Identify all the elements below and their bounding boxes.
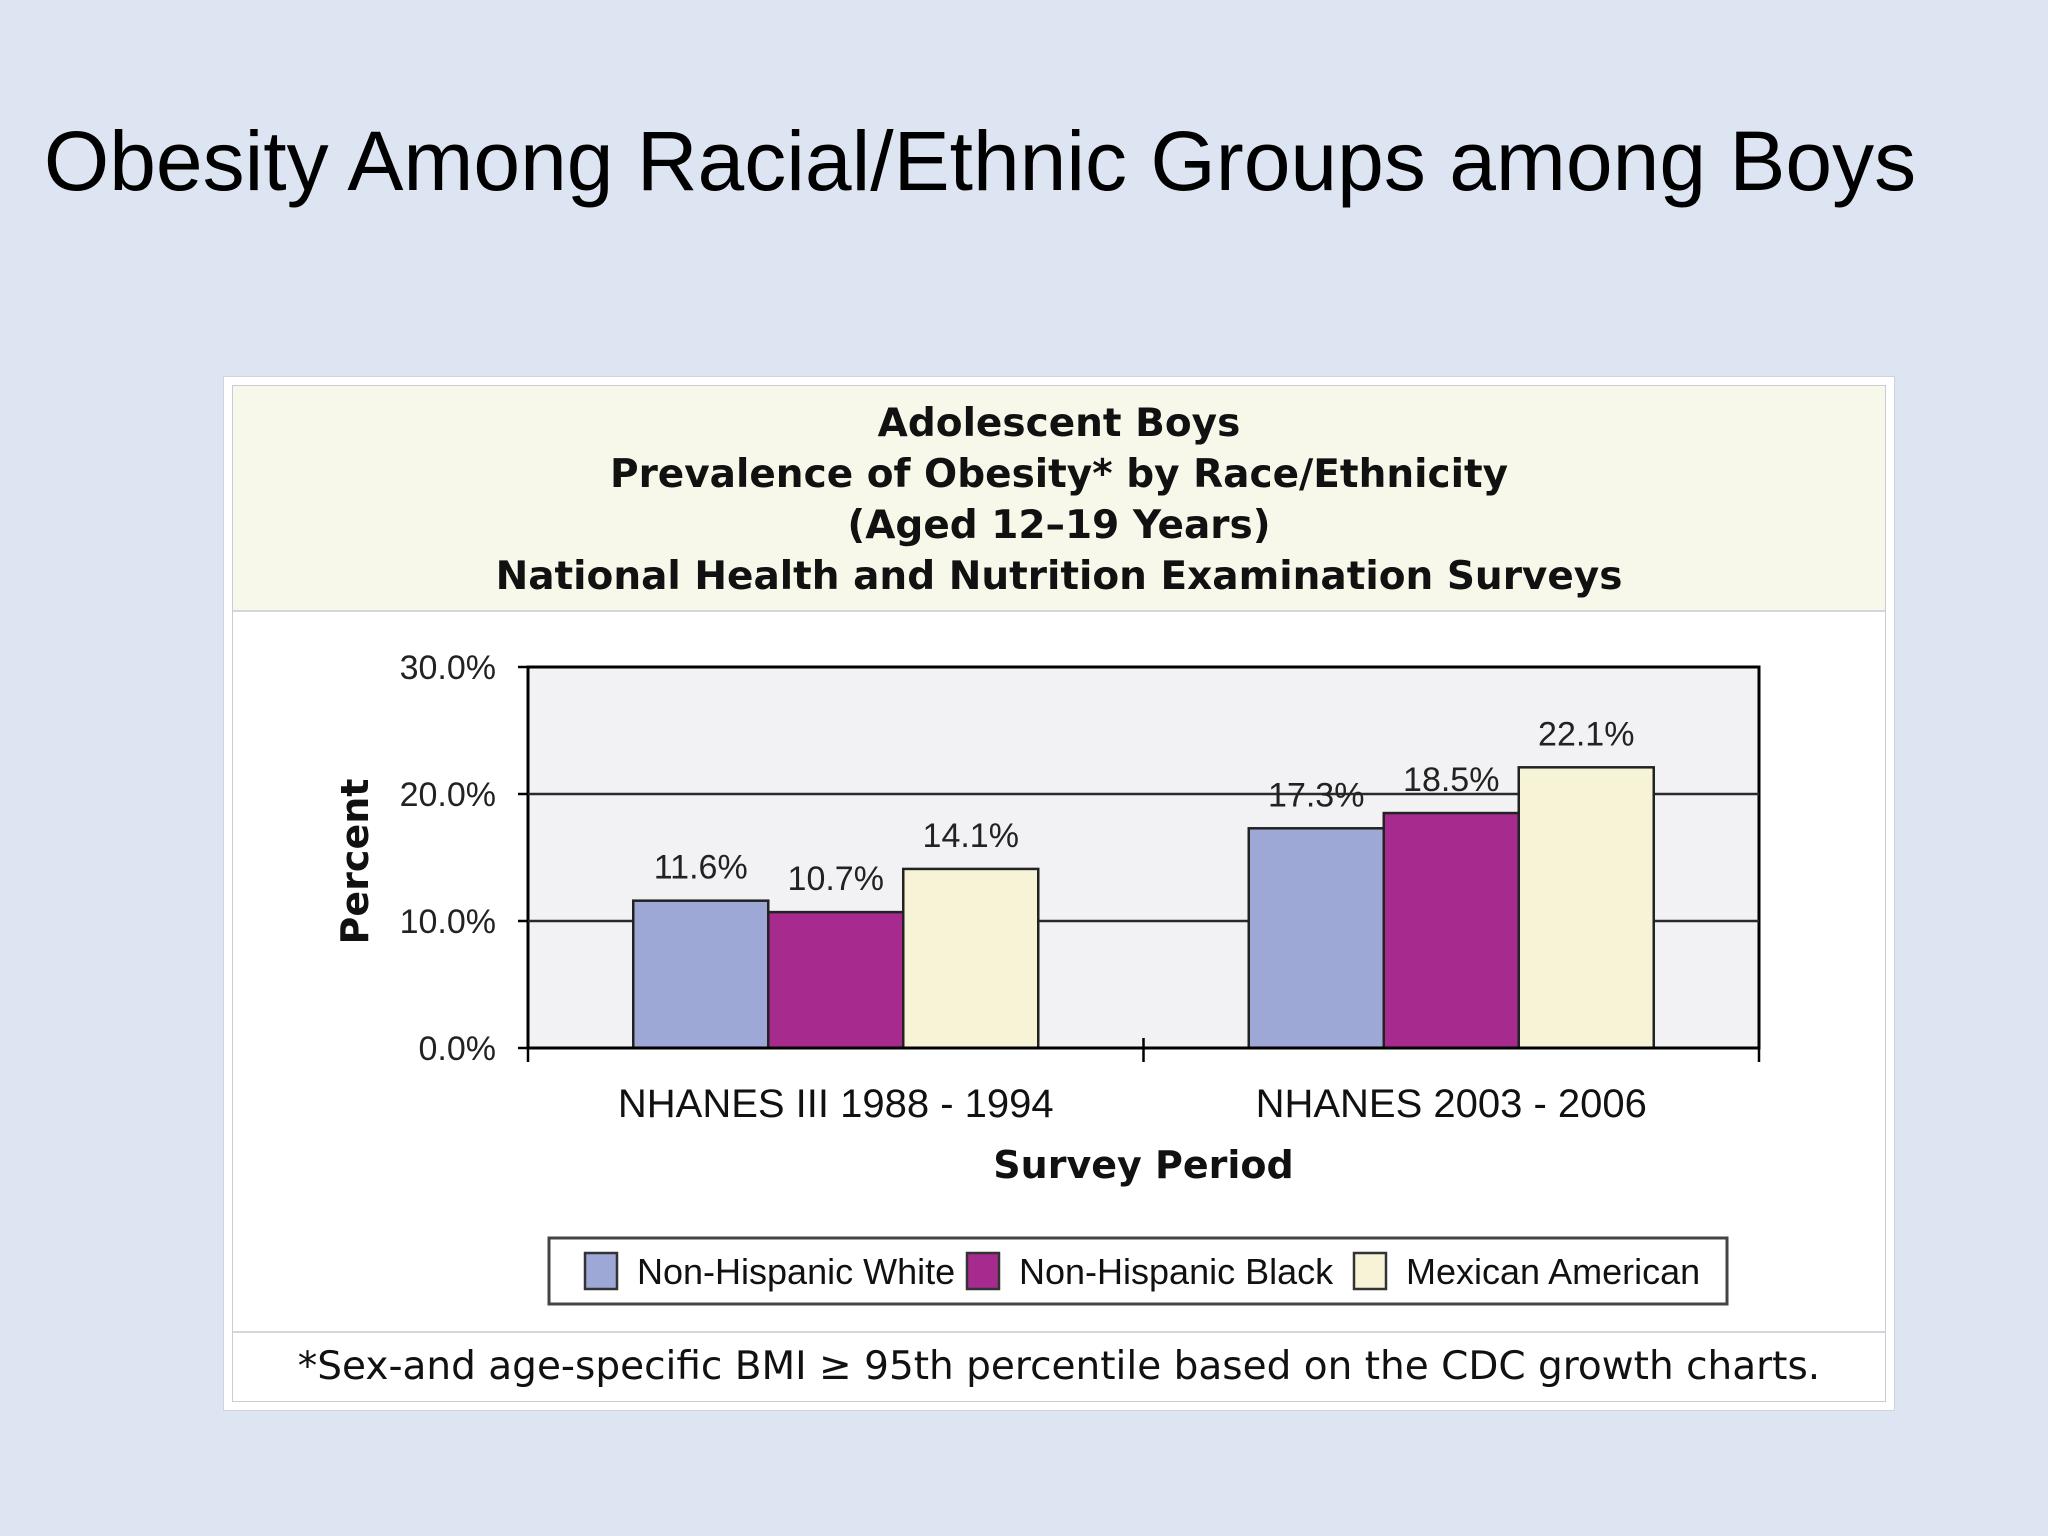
y-tick-label: 30.0% — [400, 649, 496, 687]
bar-chart: 0.0% 10.0% 20.0% 30.0% NHANES III 1988 - 199… — [333, 649, 1761, 1306]
legend-swatch — [583, 1251, 619, 1291]
legend-box — [547, 1236, 1729, 1306]
bar-non-hispanic-white — [1247, 827, 1385, 1050]
chart-title-line-2: Prevalence of Obesity* by Race/Ethnicity — [609, 452, 1509, 497]
bar-non-hispanic-white — [632, 899, 770, 1050]
x-axis-title: Survey Period — [993, 1143, 1293, 1187]
bar-non-hispanic-black — [1382, 811, 1520, 1050]
bar-value-label: 22.1% — [1538, 715, 1634, 753]
y-tick-label: 10.0% — [400, 903, 496, 941]
bar-value-label: 18.5% — [1403, 761, 1499, 799]
legend-label: Non-Hispanic Black — [1019, 1251, 1334, 1292]
legend-label: Mexican American — [1406, 1251, 1700, 1292]
chart-frame: Adolescent Boys Prevalence of Obesity* b… — [232, 385, 1886, 1402]
bar-mexican-american — [1517, 766, 1655, 1050]
bar-mexican-american — [902, 867, 1040, 1050]
slide-title: Obesity Among Racial/Ethnic Groups among… — [43, 114, 1917, 208]
x-category-label: NHANES 2003 - 2006 — [1256, 1082, 1647, 1126]
chart-panel: Adolescent Boys Prevalence of Obesity* b… — [224, 377, 1894, 1410]
axes: 0.0% 10.0% 20.0% 30.0% NHANES III 1988 - 199… — [400, 649, 1761, 1126]
y-tick-label: 0.0% — [419, 1030, 497, 1068]
legend: Non-Hispanic White Non-Hispanic Black Mexi… — [547, 1236, 1729, 1306]
bar-value-label: 14.1% — [923, 817, 1019, 855]
data-labels: 11.6% 10.7% 14.1% 17.3% 18.5% 22.1% — [654, 715, 1635, 898]
legend-label: Non-Hispanic White — [637, 1251, 955, 1292]
y-axis-title: Percent — [333, 779, 377, 945]
bar-non-hispanic-black — [767, 910, 905, 1050]
chart-title-block: Adolescent Boys Prevalence of Obesity* b… — [233, 386, 1885, 612]
x-category-label: NHANES III 1988 - 1994 — [618, 1082, 1054, 1126]
bar-value-label: 10.7% — [788, 860, 884, 898]
legend-swatch — [965, 1251, 1001, 1291]
bar-value-label: 11.6% — [654, 849, 748, 887]
chart-footnote: *Sex-and age-specific BMI ≥ 95th percent… — [233, 1331, 1885, 1401]
chart-title-line-4: National Health and Nutrition Examinatio… — [495, 554, 1623, 599]
chart-title-line-3: (Aged 12–19 Years) — [847, 503, 1271, 548]
bars — [632, 766, 1655, 1050]
chart-title-line-1: Adolescent Boys — [877, 401, 1241, 446]
legend-swatch — [1352, 1251, 1388, 1291]
bar-value-label: 17.3% — [1268, 776, 1364, 814]
y-tick-label: 20.0% — [400, 776, 496, 814]
